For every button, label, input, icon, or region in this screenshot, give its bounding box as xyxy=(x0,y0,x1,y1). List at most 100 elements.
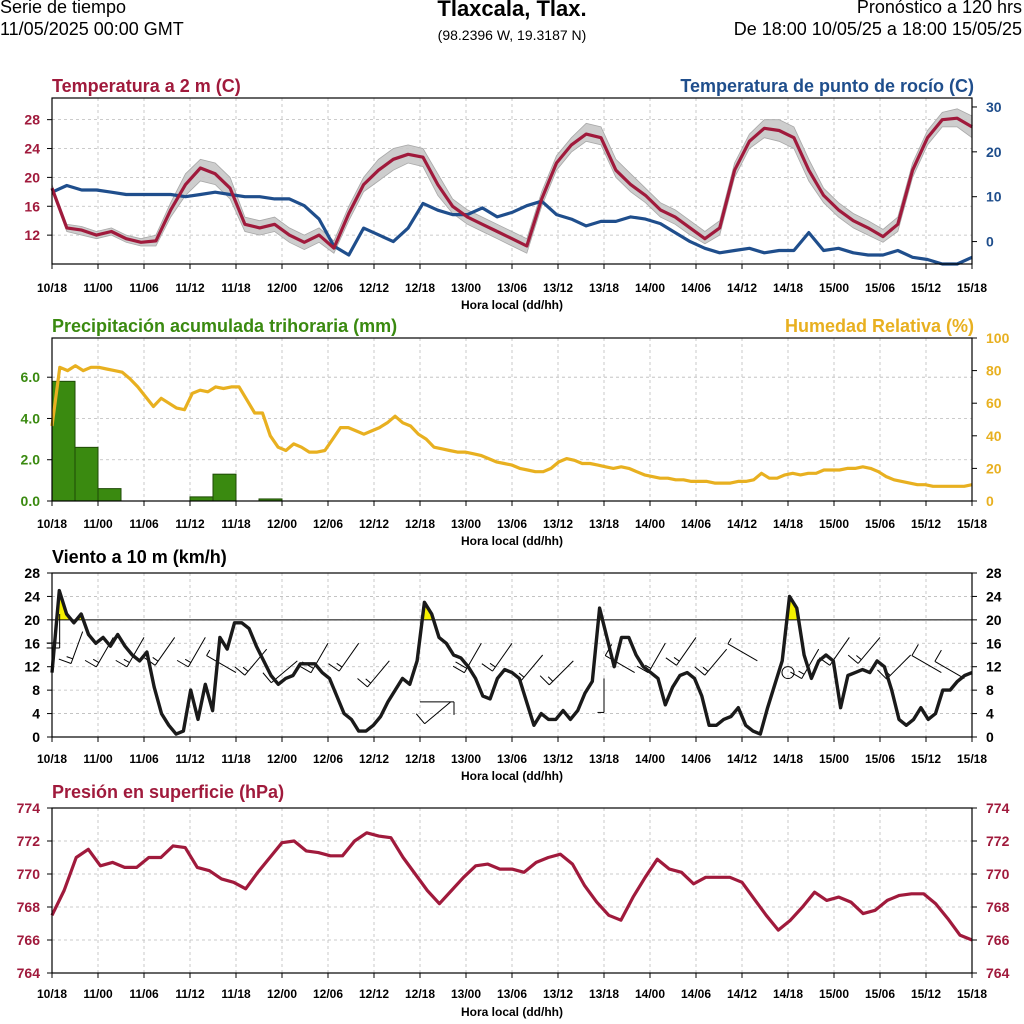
x-tick-label: 12/06 xyxy=(313,517,343,531)
wind-barb-staff xyxy=(548,660,574,686)
y-tick-label-pressure-right: 768 xyxy=(986,899,1010,915)
header-forecast-range-label: Pronóstico a 120 hrs xyxy=(856,0,1022,17)
wind-barb-feather xyxy=(206,649,211,656)
panel-4: 10/18 11/00 11/06 11/12 11/18 12/00 12/06 12/12… xyxy=(17,782,1010,1019)
y-tick-label-humidity: 0 xyxy=(986,493,994,509)
wind-barb-feather xyxy=(518,672,525,678)
wind-barb-feather xyxy=(234,666,246,676)
x-tick-label: 12/18 xyxy=(405,517,435,531)
panel-2: 10/18 11/00 11/06 11/12 11/18 12/00 12/06 12/12… xyxy=(21,316,1010,548)
wind-barb-feather xyxy=(123,658,130,663)
wind-barb-feather xyxy=(856,655,862,661)
y-tick-label-pressure: 768 xyxy=(17,899,41,915)
wind-barb xyxy=(790,648,820,680)
wind-barb-feather xyxy=(92,658,100,663)
wind-barb-staff xyxy=(520,654,544,682)
wind-barb-staff xyxy=(338,642,360,672)
x-tick-label: 15/00 xyxy=(819,987,849,1001)
x-tick-label: 14/18 xyxy=(773,987,803,1001)
x-tick-label: 14/18 xyxy=(773,281,803,295)
x-tick-label: 13/06 xyxy=(497,987,527,1001)
wind-barb-staff xyxy=(424,701,451,725)
x-tick-label: 11/12 xyxy=(175,281,205,295)
wind-barb-feather xyxy=(673,657,680,662)
x-tick-label: 15/12 xyxy=(911,517,941,531)
wind-barb-staff xyxy=(126,637,145,668)
x-axis-label: Hora local (dd/hh) xyxy=(461,769,563,783)
wind-barb-feather xyxy=(357,678,368,688)
y-tick-label-precipitation: 0.0 xyxy=(21,493,41,509)
x-axis-label: Hora local (dd/hh) xyxy=(461,298,563,312)
wind-barb-feather xyxy=(798,670,805,675)
x-tick-label: 14/12 xyxy=(727,752,757,766)
humidity-line xyxy=(50,364,973,488)
wind-barb-feather xyxy=(415,713,426,725)
y-tick-label-dewpoint: 20 xyxy=(986,144,1002,160)
wind-barb-staff xyxy=(647,643,666,673)
wind-barb-staff xyxy=(70,631,84,664)
x-tick-label: 13/06 xyxy=(497,517,527,531)
wind-barb-feather xyxy=(847,654,859,664)
x-tick-label: 14/12 xyxy=(727,517,757,531)
wind-barb xyxy=(636,643,666,674)
x-tick-label: 11/00 xyxy=(83,517,113,531)
x-tick-label: 13/06 xyxy=(497,752,527,766)
wind-barb-feather xyxy=(115,659,128,668)
x-tick-label: 15/12 xyxy=(911,987,941,1001)
x-tick-label: 11/18 xyxy=(221,517,251,531)
y-tick-label-pressure: 764 xyxy=(17,965,41,981)
y-tick-label-humidity: 80 xyxy=(986,363,1002,379)
x-tick-label: 15/00 xyxy=(819,752,849,766)
y-tick-label-pressure-right: 764 xyxy=(986,965,1010,981)
x-tick-label: 11/12 xyxy=(175,987,205,1001)
wind-barb-staff xyxy=(310,643,329,673)
wind-barb-feather xyxy=(702,666,709,672)
y-tick-label-wind: 28 xyxy=(24,565,40,581)
wind-barb xyxy=(357,660,390,688)
wind-speed-line xyxy=(50,588,973,736)
dewpoint-title: Temperatura de punto de rocío (C) xyxy=(680,76,974,96)
wind-barb xyxy=(539,660,574,686)
page-title: Tlaxcala, Tlax. xyxy=(437,0,587,21)
y-tick-label-pressure: 766 xyxy=(17,932,41,948)
x-tick-label: 12/12 xyxy=(359,281,389,295)
y-tick-label-wind-right: 0 xyxy=(986,729,994,745)
x-tick-label: 11/18 xyxy=(221,987,251,1001)
wind-barb-feather xyxy=(152,657,159,662)
pressure-title: Presión en superficie (hPa) xyxy=(52,782,284,802)
y-tick-label-precipitation: 4.0 xyxy=(21,410,41,426)
x-tick-label: 11/00 xyxy=(83,752,113,766)
header-run-time: 11/05/2025 00:00 GMT xyxy=(0,19,184,39)
x-tick-label: 13/00 xyxy=(451,281,481,295)
wind-barb-feather xyxy=(727,637,732,645)
wind-barb xyxy=(58,631,84,664)
wind-barb xyxy=(176,637,206,668)
wind-barb-staff xyxy=(95,637,114,668)
y-tick-label-pressure: 770 xyxy=(17,866,41,882)
wind-barb xyxy=(911,644,942,674)
x-tick-label: 11/12 xyxy=(175,752,205,766)
x-tick-label: 12/06 xyxy=(313,752,343,766)
x-tick-label: 12/06 xyxy=(313,281,343,295)
wind-barb-feather xyxy=(242,666,249,672)
x-tick-label: 15/12 xyxy=(911,281,941,295)
wind-title: Viento a 10 m (km/h) xyxy=(52,547,227,567)
x-tick-label: 15/18 xyxy=(957,281,987,295)
y-tick-label-temperature: 16 xyxy=(24,198,40,214)
y-tick-label-precipitation: 6.0 xyxy=(21,369,41,385)
x-tick-label: 11/00 xyxy=(83,987,113,1001)
wind-barb-staff xyxy=(704,648,728,676)
wind-barb xyxy=(234,648,268,676)
wind-barb xyxy=(420,701,455,715)
x-tick-label: 14/00 xyxy=(635,281,665,295)
x-tick-label: 14/18 xyxy=(773,752,803,766)
y-tick-label-pressure-right: 772 xyxy=(986,833,1010,849)
x-tick-label: 13/18 xyxy=(589,752,619,766)
y-tick-label-wind: 24 xyxy=(24,588,40,604)
x-tick-label: 15/06 xyxy=(865,752,895,766)
dewpoint-line xyxy=(51,183,973,266)
y-tick-label-temperature: 12 xyxy=(24,227,40,243)
wind-barb-staff xyxy=(154,637,176,666)
x-tick-label: 13/18 xyxy=(589,987,619,1001)
